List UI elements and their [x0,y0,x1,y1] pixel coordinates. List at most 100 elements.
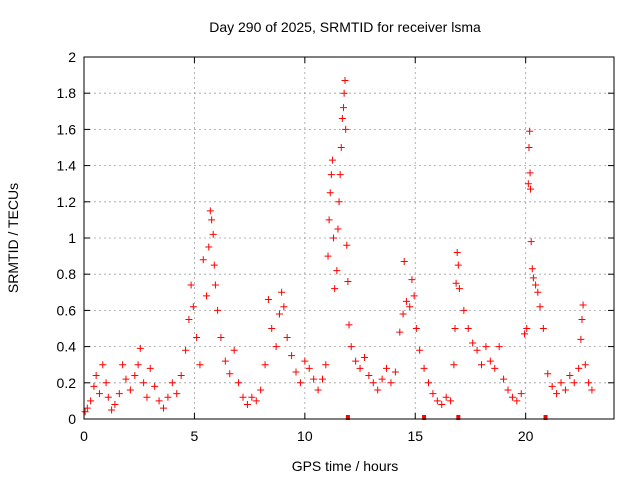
data-point [305,364,313,372]
data-point [189,303,197,311]
data-point [275,310,283,318]
data-point [122,375,130,383]
data-point [453,248,461,256]
data-point [553,390,561,398]
data-point [548,382,556,390]
data-point [278,288,286,296]
data-point [151,382,159,390]
bottom-markers [345,415,548,420]
data-point [155,397,163,405]
data-point [327,171,335,179]
y-tick-label: 2 [68,49,76,65]
bottom-marker [345,415,350,420]
data-point [454,261,462,269]
data-point [566,372,574,380]
data-point [544,370,552,378]
data-point [374,386,382,394]
y-tick-label: 1.2 [57,194,77,210]
data-point [272,343,280,351]
x-axis-ticks: 0 5 10 15 20 [80,57,534,444]
data-point [230,346,238,354]
data-point [521,330,529,338]
data-point [447,397,455,405]
data-point [257,386,265,394]
data-point [143,393,151,401]
data-point [296,379,304,387]
data-point [199,256,207,264]
data-point [209,230,217,238]
data-point [491,364,499,372]
data-point [292,368,300,376]
data-point [208,216,216,224]
data-point [252,397,260,405]
data-point [529,274,537,282]
data-point [495,343,503,351]
data-point [352,357,360,365]
data-point [450,361,458,369]
data-point [134,361,142,369]
data-point [83,404,91,412]
y-tick-label: 1.4 [57,158,77,174]
data-point [396,328,404,336]
y-axis-label: SRMTID / TECUs [5,183,21,293]
data-point [525,144,533,151]
data-point [221,357,229,365]
data-point [570,379,578,387]
data-point [460,306,468,314]
data-point [99,361,107,369]
data-point [325,216,333,224]
bottom-marker [456,415,461,420]
data-point [193,334,201,342]
data-point [536,303,544,311]
data-point [527,238,535,246]
plot-frame [83,56,615,420]
data-point [177,372,185,380]
data-point [164,393,172,401]
data-point [90,382,98,390]
data-point [500,375,508,383]
y-tick-label: 1.8 [57,85,77,101]
data-point [406,303,414,311]
x-tick-label: 15 [407,428,423,444]
data-point [482,343,490,351]
data-point [451,325,459,332]
data-point [140,379,148,387]
data-point [185,315,193,323]
data-point [344,277,352,285]
data-point [557,379,565,387]
data-point [336,171,344,179]
data-point [408,276,416,284]
data-point [400,258,408,266]
data-point [108,406,116,414]
data-point [203,292,211,300]
data-point [504,386,512,394]
data-point [433,397,441,405]
data-point [115,390,123,398]
data-point [575,364,583,372]
x-tick-label: 0 [80,428,88,444]
data-point [136,344,144,352]
data-point [473,346,481,354]
data-point [335,198,343,206]
data-point [102,379,110,387]
data-point [585,379,593,387]
data-point [264,296,272,304]
y-tick-label: 0.2 [57,375,77,391]
data-point [280,303,288,311]
data-point [239,393,247,401]
data-point [469,339,477,347]
data-point [261,361,269,369]
data-point [391,368,399,376]
data-point [217,334,225,342]
data-point [523,325,531,332]
data-point [478,361,485,369]
data-point [517,390,525,398]
data-point [343,241,351,249]
data-point [532,281,540,289]
data-points [81,77,596,416]
data-point [248,393,256,401]
data-point [111,401,119,409]
data-point [268,325,276,332]
y-axis-ticks: 0 0.2 0.4 0.6 0.8 1 1.2 1.4 1.6 1.8 2 [57,49,614,427]
